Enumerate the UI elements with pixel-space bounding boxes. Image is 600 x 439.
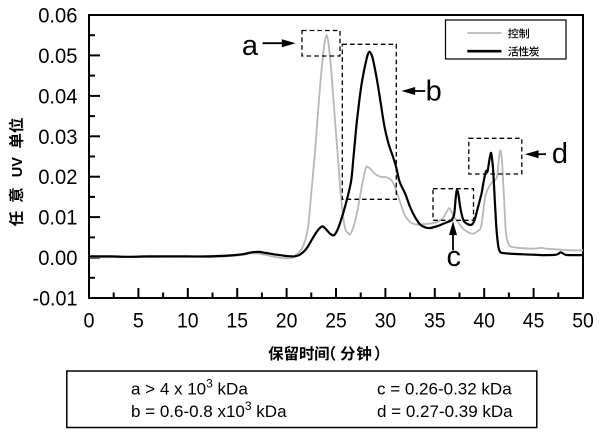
svg-text:b: b (426, 76, 442, 108)
svg-text:d: d (552, 138, 568, 170)
svg-text:45: 45 (523, 308, 545, 332)
svg-text:5: 5 (133, 308, 144, 332)
svg-text:30: 30 (375, 308, 397, 332)
svg-text:0.05: 0.05 (38, 44, 77, 68)
svg-text:d = 0.27-0.39 kDa: d = 0.27-0.39 kDa (377, 402, 513, 421)
svg-text:c = 0.26-0.32 kDa: c = 0.26-0.32 kDa (377, 379, 512, 398)
svg-text:0.04: 0.04 (38, 84, 77, 108)
svg-text:-0.01: -0.01 (33, 287, 78, 311)
svg-text:0.02: 0.02 (38, 165, 77, 189)
svg-text:50: 50 (572, 308, 594, 332)
svg-text:c: c (446, 241, 461, 273)
svg-text:20: 20 (276, 308, 298, 332)
svg-text:0.00: 0.00 (38, 246, 77, 270)
svg-text:15: 15 (226, 308, 248, 332)
svg-text:0.06: 0.06 (38, 4, 77, 28)
svg-text:a > 4 x 103 kDa: a > 4 x 103 kDa (131, 376, 248, 398)
svg-text:a: a (242, 30, 259, 62)
svg-text:b = 0.6-0.8 x103 kDa: b = 0.6-0.8 x103 kDa (131, 399, 287, 421)
svg-text:0.03: 0.03 (38, 125, 77, 149)
svg-text:35: 35 (424, 308, 446, 332)
svg-text:UV: UV (10, 157, 26, 177)
svg-text:25: 25 (325, 308, 347, 332)
svg-text:0.01: 0.01 (38, 206, 77, 230)
svg-text:0: 0 (84, 308, 95, 332)
svg-text:10: 10 (177, 308, 199, 332)
svg-text:40: 40 (473, 308, 495, 332)
